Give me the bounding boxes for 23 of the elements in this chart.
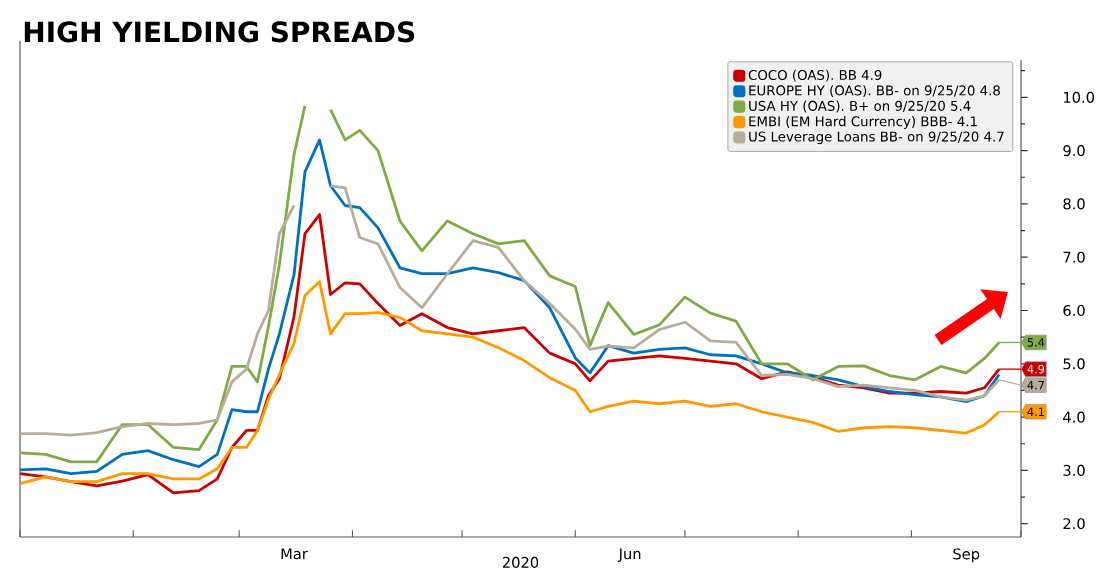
- x-tick-label: Sep: [953, 548, 980, 563]
- y-tick-label: 9.0: [1063, 145, 1085, 157]
- annotation: 4.7: [1027, 380, 1044, 390]
- legend-label: US Leverage Loans BB- on 9/25/20 4.7: [749, 131, 1004, 145]
- legend-label: EUROPE HY (OAS). BB- on 9/25/20 4.8: [749, 85, 1000, 98]
- x-axis-title: 2020: [502, 556, 539, 568]
- y-tick-label: 5.0: [1063, 358, 1085, 370]
- x-tick-label: Mar: [281, 548, 308, 560]
- y-tick-label: 10.0: [1064, 91, 1095, 103]
- legend-label: USA HY (OAS). B+ on 9/25/20 5.4: [749, 100, 971, 113]
- y-tick-label: 8.0: [1063, 198, 1085, 210]
- x-tick-label: Jun: [617, 548, 641, 562]
- annotation: 5.4: [1027, 338, 1045, 347]
- y-tick-label: 3.0: [1063, 464, 1085, 476]
- legend-label: COCO (OAS). BB 4.9: [748, 69, 882, 82]
- legend-label: EMBI (EM Hard Currency) BBB- 4.1: [749, 116, 977, 129]
- chart-title: HIGH YIELDING SPREADS: [24, 21, 415, 43]
- annotation: 4.1: [1027, 407, 1044, 416]
- y-tick-label: 4.0: [1063, 411, 1085, 423]
- y-tick-label: 2.0: [1063, 518, 1085, 530]
- y-tick-label: 7.0: [1063, 251, 1085, 263]
- y-tick-label: 6.0: [1063, 304, 1085, 317]
- annotation: 4.9: [1027, 364, 1045, 374]
